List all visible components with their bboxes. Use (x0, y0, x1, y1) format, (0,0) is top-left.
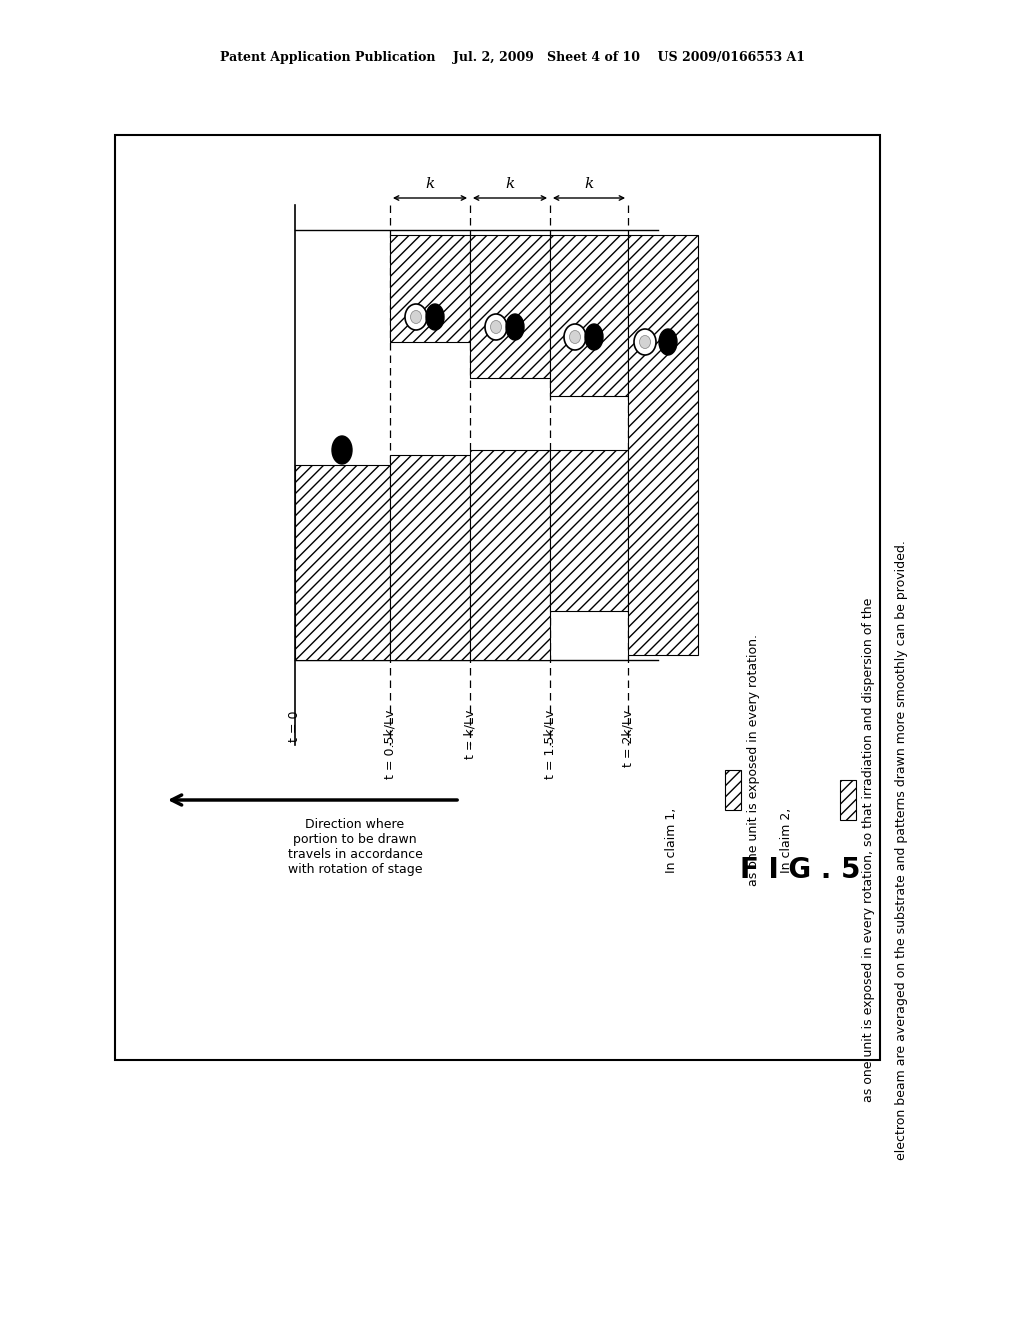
Text: electron beam are averaged on the substrate and patterns drawn more smoothly can: electron beam are averaged on the substr… (895, 540, 908, 1160)
Ellipse shape (426, 304, 444, 330)
Bar (550, 450, 628, 611)
Ellipse shape (569, 330, 581, 343)
Ellipse shape (332, 436, 352, 465)
Text: k: k (425, 177, 434, 191)
Bar (725, 770, 741, 810)
Text: Direction where
portion to be drawn
travels in accordance
with rotation of stage: Direction where portion to be drawn trav… (288, 818, 423, 876)
Text: t = 0.5k/Lv: t = 0.5k/Lv (384, 710, 396, 779)
Bar (295, 465, 390, 660)
Text: F I G . 5: F I G . 5 (739, 855, 860, 884)
Text: k: k (585, 177, 594, 191)
Bar (115, 135, 880, 1060)
Text: t = k/Lv: t = k/Lv (464, 710, 476, 759)
Text: In claim 2,: In claim 2, (780, 808, 793, 873)
Ellipse shape (485, 314, 507, 341)
Ellipse shape (564, 323, 586, 350)
Bar (628, 235, 698, 655)
Text: as one unit is exposed in every rotation, so that irradiation and dispersion of : as one unit is exposed in every rotation… (862, 598, 874, 1102)
Ellipse shape (406, 304, 427, 330)
Ellipse shape (659, 329, 677, 355)
Text: In claim 1,: In claim 1, (665, 808, 678, 873)
Text: Patent Application Publication    Jul. 2, 2009   Sheet 4 of 10    US 2009/016655: Patent Application Publication Jul. 2, 2… (219, 51, 805, 65)
Ellipse shape (490, 321, 502, 334)
Bar (390, 455, 470, 660)
Text: as one unit is exposed in every rotation.: as one unit is exposed in every rotation… (746, 634, 760, 886)
Ellipse shape (640, 335, 650, 348)
Text: k: k (506, 177, 515, 191)
Ellipse shape (585, 323, 603, 350)
Ellipse shape (506, 314, 524, 341)
Text: t = 2k/Lv: t = 2k/Lv (622, 710, 635, 767)
Text: t = 1.5k/Lv: t = 1.5k/Lv (544, 710, 556, 779)
Bar (470, 235, 550, 378)
Bar (470, 450, 550, 660)
Text: t = 0: t = 0 (289, 710, 301, 742)
Ellipse shape (634, 329, 656, 355)
Bar (550, 235, 628, 396)
Bar (390, 235, 470, 342)
Ellipse shape (411, 310, 422, 323)
Bar (840, 780, 856, 820)
